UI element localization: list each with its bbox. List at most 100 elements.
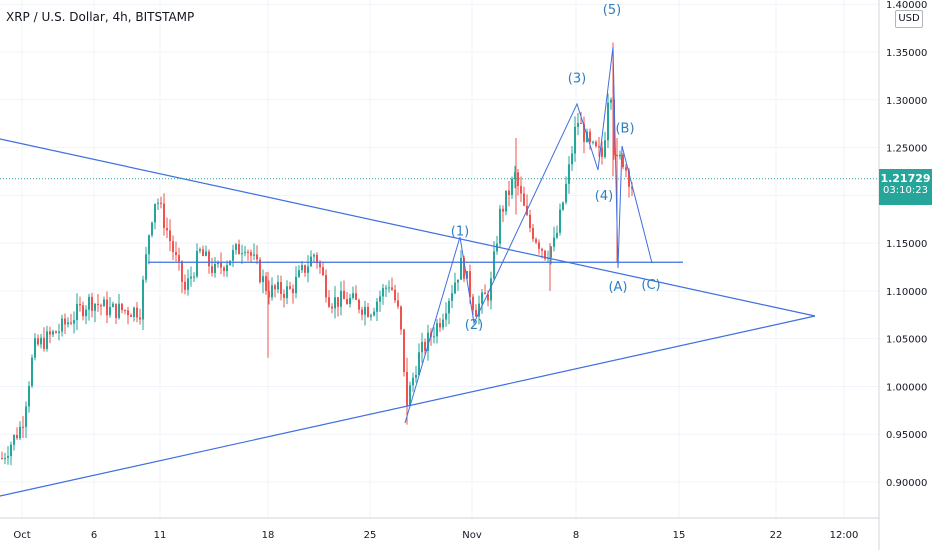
candle-body	[109, 306, 111, 316]
candle-body	[121, 303, 123, 311]
candle-body	[418, 352, 420, 375]
candle-body	[346, 299, 348, 305]
last-price-value: 1.21729	[880, 172, 931, 185]
candle-body	[556, 232, 558, 238]
candle-body	[511, 178, 513, 196]
candle-body	[574, 126, 576, 154]
candle-body	[169, 230, 171, 242]
y-tick-label: 0.95000	[886, 430, 927, 441]
candle-body	[229, 260, 231, 266]
candle-body	[334, 297, 336, 309]
candle-body	[265, 276, 267, 292]
candle-body	[553, 237, 555, 247]
candle-body	[487, 294, 489, 301]
candle-body	[607, 102, 609, 141]
candle-body	[16, 435, 18, 439]
candle-body	[193, 276, 195, 278]
candle-body	[370, 315, 372, 317]
candle-body	[421, 341, 423, 353]
candle-body	[469, 271, 471, 297]
candle-body	[88, 296, 90, 310]
candle-body	[628, 170, 630, 187]
candle-body	[142, 279, 144, 320]
candle-body	[34, 338, 36, 358]
wave-label: (C)	[641, 278, 660, 293]
y-tick-label: 1.15000	[886, 239, 927, 250]
candle-body	[250, 252, 252, 256]
candle-body	[604, 140, 606, 157]
candle-body	[595, 141, 597, 147]
candle-body	[271, 285, 273, 298]
candle-body	[403, 329, 405, 372]
candle-body	[331, 306, 333, 309]
candle-body	[172, 241, 174, 253]
y-tick-label: 1.25000	[886, 144, 927, 155]
candle-body	[136, 307, 138, 318]
candle-body	[601, 147, 603, 157]
candle-body	[274, 285, 276, 290]
x-tick-label: 11	[154, 530, 167, 541]
candle-body	[289, 286, 291, 289]
candle-body	[19, 426, 21, 439]
candle-body	[325, 275, 327, 298]
candle-body	[235, 244, 237, 250]
candle-body	[448, 300, 450, 314]
x-tick-label: 15	[673, 530, 686, 541]
candle-body	[115, 303, 117, 318]
candle-body	[433, 336, 435, 338]
currency-badge[interactable]: USD	[895, 10, 923, 28]
candle-body	[70, 322, 72, 324]
candle-body	[538, 242, 540, 249]
candle-body	[319, 262, 321, 268]
candle-body	[292, 288, 294, 294]
candle-body	[391, 287, 393, 290]
candle-body	[253, 254, 255, 256]
candle-body	[157, 202, 159, 204]
candle-body	[232, 249, 234, 261]
candle-body	[490, 278, 492, 301]
candle-body	[313, 254, 315, 257]
candle-body	[145, 254, 147, 280]
candle-body	[460, 257, 462, 280]
candle-body	[178, 255, 180, 262]
candle-body	[283, 294, 285, 299]
candle-body	[349, 297, 351, 305]
candle-body	[163, 203, 165, 229]
candle-body	[31, 357, 33, 387]
candle-body	[298, 270, 300, 277]
candle-body	[472, 296, 474, 310]
x-tick-label: Oct	[13, 530, 30, 541]
candle-body	[571, 153, 573, 165]
candle-body	[484, 292, 486, 295]
candle-body	[46, 331, 48, 349]
candle-body	[310, 256, 312, 267]
candle-body	[583, 123, 585, 143]
x-tick-label: 18	[262, 530, 275, 541]
candle-body	[28, 386, 30, 407]
candle-body	[493, 251, 495, 279]
candle-body	[226, 265, 228, 272]
candle-body	[481, 292, 483, 304]
wave-label: (A)	[608, 280, 627, 295]
candle-body	[268, 291, 270, 298]
candle-body	[256, 254, 258, 260]
candle-body	[49, 331, 51, 335]
candle-body	[100, 305, 102, 307]
candle-body	[97, 303, 99, 306]
candle-body	[340, 290, 342, 307]
candle-body	[190, 276, 192, 279]
candle-body	[277, 282, 279, 290]
candle-body	[307, 266, 309, 273]
wave-label: (B)	[615, 121, 634, 136]
candle-body	[535, 239, 537, 243]
candle-body	[529, 214, 531, 228]
candle-body	[580, 123, 582, 125]
candle-body	[400, 306, 402, 330]
candle-body	[352, 293, 354, 298]
candle-body	[301, 265, 303, 271]
x-tick-label: 12:00	[830, 530, 859, 541]
candle-body	[112, 303, 114, 307]
candle-body	[79, 303, 81, 306]
candle-body	[37, 338, 39, 345]
